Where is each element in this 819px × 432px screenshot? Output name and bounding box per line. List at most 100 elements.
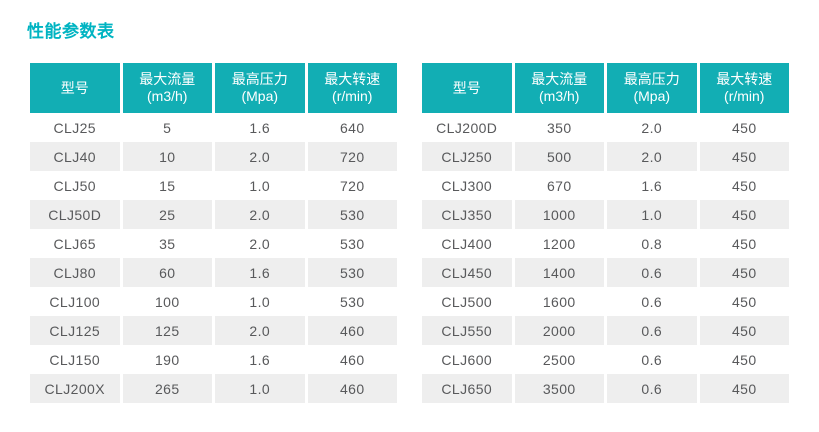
- model-cell: CLJ100: [30, 287, 120, 316]
- column-unit: (m3/h): [539, 88, 580, 104]
- table-row: CLJ250 500 2.0 450: [422, 142, 789, 171]
- spec-page: 性能参数表 型号 最大流量 (m3/h) 最高压力 (Mpa): [27, 22, 792, 403]
- flow-cell: 5: [122, 113, 212, 142]
- flow-cell: 350: [514, 113, 604, 142]
- pressure-cell: 2.0: [215, 142, 305, 171]
- pressure-cell: 1.6: [215, 345, 305, 374]
- speed-cell: 450: [699, 171, 789, 200]
- pressure-cell: 1.6: [215, 113, 305, 142]
- model-cell: CLJ40: [30, 142, 120, 171]
- table-row: CLJ50 15 1.0 720: [30, 171, 397, 200]
- pressure-cell: 2.0: [215, 200, 305, 229]
- flow-cell: 125: [122, 316, 212, 345]
- speed-cell: 720: [307, 142, 397, 171]
- parameters-table-right: 型号 最大流量 (m3/h) 最高压力 (Mpa) 最大转速 (r/min): [419, 63, 792, 403]
- table-body: CLJ25 5 1.6 640 CLJ40 10 2.0 720 CLJ50 1…: [30, 113, 397, 403]
- table-row: CLJ200X 265 1.0 460: [30, 374, 397, 403]
- table-row: CLJ200D 350 2.0 450: [422, 113, 789, 142]
- parameters-table-left: 型号 最大流量 (m3/h) 最高压力 (Mpa) 最大转速 (r/min): [27, 63, 400, 403]
- flow-cell: 500: [514, 142, 604, 171]
- pressure-cell: 2.0: [215, 316, 305, 345]
- column-label: 最高压力: [231, 71, 288, 87]
- speed-cell: 460: [307, 316, 397, 345]
- column-header-pressure: 最高压力 (Mpa): [215, 63, 305, 113]
- flow-cell: 60: [122, 258, 212, 287]
- column-label: 最大转速: [324, 71, 381, 87]
- column-unit: (Mpa): [241, 88, 279, 104]
- speed-cell: 460: [307, 345, 397, 374]
- speed-cell: 720: [307, 171, 397, 200]
- speed-cell: 530: [307, 200, 397, 229]
- table-row: CLJ300 670 1.6 450: [422, 171, 789, 200]
- model-cell: CLJ50: [30, 171, 120, 200]
- model-cell: CLJ125: [30, 316, 120, 345]
- pressure-cell: 0.6: [607, 287, 697, 316]
- column-unit: (Mpa): [633, 88, 671, 104]
- table-row: CLJ125 125 2.0 460: [30, 316, 397, 345]
- table-row: CLJ450 1400 0.6 450: [422, 258, 789, 287]
- page-title: 性能参数表: [27, 22, 115, 41]
- model-cell: CLJ150: [30, 345, 120, 374]
- model-cell: CLJ25: [30, 113, 120, 142]
- pressure-cell: 1.0: [215, 374, 305, 403]
- model-cell: CLJ200D: [422, 113, 512, 142]
- table-row: CLJ50D 25 2.0 530: [30, 200, 397, 229]
- model-cell: CLJ400: [422, 229, 512, 258]
- speed-cell: 450: [699, 142, 789, 171]
- pressure-cell: 1.6: [215, 258, 305, 287]
- column-label: 最大流量: [531, 71, 588, 87]
- table-row: CLJ150 190 1.6 460: [30, 345, 397, 374]
- model-cell: CLJ500: [422, 287, 512, 316]
- table-row: CLJ100 100 1.0 530: [30, 287, 397, 316]
- speed-cell: 450: [699, 345, 789, 374]
- flow-cell: 3500: [514, 374, 604, 403]
- header-row: 型号 最大流量 (m3/h) 最高压力 (Mpa) 最大转速 (r/min): [30, 63, 397, 113]
- speed-cell: 530: [307, 287, 397, 316]
- speed-cell: 450: [699, 258, 789, 287]
- flow-cell: 2500: [514, 345, 604, 374]
- header-row: 型号 最大流量 (m3/h) 最高压力 (Mpa) 最大转速 (r/min): [422, 63, 789, 113]
- flow-cell: 670: [514, 171, 604, 200]
- flow-cell: 1600: [514, 287, 604, 316]
- column-label: 最大流量: [139, 71, 196, 87]
- speed-cell: 450: [699, 374, 789, 403]
- model-cell: CLJ350: [422, 200, 512, 229]
- column-header-speed: 最大转速 (r/min): [307, 63, 397, 113]
- speed-cell: 640: [307, 113, 397, 142]
- model-cell: CLJ300: [422, 171, 512, 200]
- flow-cell: 100: [122, 287, 212, 316]
- column-label: 型号: [452, 79, 481, 96]
- pressure-cell: 0.8: [607, 229, 697, 258]
- column-header-model: 型号: [422, 63, 512, 113]
- speed-cell: 450: [699, 229, 789, 258]
- model-cell: CLJ550: [422, 316, 512, 345]
- column-header-speed: 最大转速 (r/min): [699, 63, 789, 113]
- pressure-cell: 1.0: [607, 200, 697, 229]
- model-cell: CLJ250: [422, 142, 512, 171]
- flow-cell: 35: [122, 229, 212, 258]
- pressure-cell: 2.0: [215, 229, 305, 258]
- speed-cell: 530: [307, 258, 397, 287]
- flow-cell: 1200: [514, 229, 604, 258]
- column-label: 最大转速: [716, 71, 773, 87]
- speed-cell: 450: [699, 287, 789, 316]
- table-row: CLJ350 1000 1.0 450: [422, 200, 789, 229]
- pressure-cell: 0.6: [607, 258, 697, 287]
- model-cell: CLJ65: [30, 229, 120, 258]
- column-header-flow: 最大流量 (m3/h): [122, 63, 212, 113]
- table-row: CLJ25 5 1.6 640: [30, 113, 397, 142]
- pressure-cell: 1.0: [215, 171, 305, 200]
- column-label: 最高压力: [623, 71, 680, 87]
- pressure-cell: 1.0: [215, 287, 305, 316]
- table-row: CLJ80 60 1.6 530: [30, 258, 397, 287]
- pressure-cell: 0.6: [607, 345, 697, 374]
- column-label: 型号: [60, 79, 89, 96]
- column-unit: (r/min): [332, 88, 373, 104]
- tables-container: 型号 最大流量 (m3/h) 最高压力 (Mpa) 最大转速 (r/min): [27, 63, 792, 403]
- pressure-cell: 1.6: [607, 171, 697, 200]
- speed-cell: 460: [307, 374, 397, 403]
- pressure-cell: 2.0: [607, 113, 697, 142]
- flow-cell: 15: [122, 171, 212, 200]
- flow-cell: 1400: [514, 258, 604, 287]
- flow-cell: 25: [122, 200, 212, 229]
